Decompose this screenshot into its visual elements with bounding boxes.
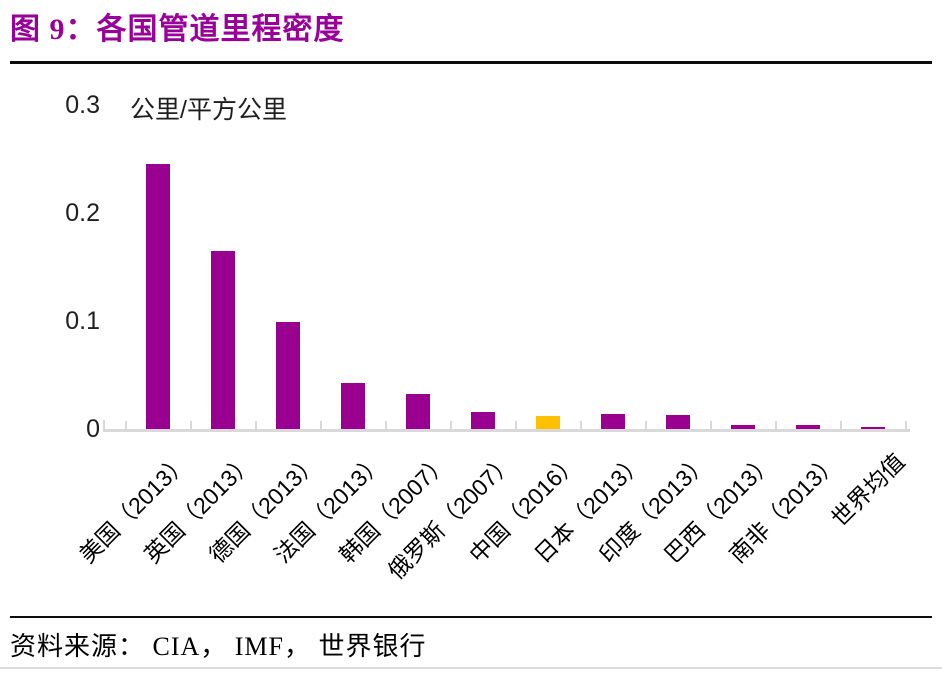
footer-divider — [10, 616, 932, 618]
y-axis-unit-label: 公里/平方公里 — [130, 96, 287, 124]
axis-tick — [450, 421, 452, 429]
axis-tick — [710, 421, 712, 429]
axis-tick — [515, 421, 517, 429]
bar — [665, 415, 690, 429]
axis-tick — [775, 421, 777, 429]
bottom-divider — [0, 667, 942, 669]
axis-tick — [103, 420, 105, 429]
y-axis-tick-label: 0.1 — [65, 307, 100, 335]
axis-tick — [905, 421, 907, 429]
axis-tick — [125, 421, 127, 429]
bar — [795, 425, 820, 429]
axis-tick — [385, 421, 387, 429]
bar — [405, 394, 430, 429]
bar — [535, 416, 560, 429]
bar — [600, 414, 625, 429]
title-divider — [10, 61, 932, 64]
bar — [340, 383, 365, 429]
y-axis-tick-label: 0.2 — [65, 199, 100, 227]
bar — [860, 427, 885, 429]
x-axis-line — [103, 429, 910, 432]
axis-tick — [255, 421, 257, 429]
bar — [730, 425, 755, 429]
axis-tick — [645, 421, 647, 429]
y-axis-tick-label: 0 — [86, 415, 100, 443]
bar — [210, 251, 235, 429]
y-axis-tick-label: 0.3 — [65, 91, 100, 119]
axis-tick — [840, 421, 842, 429]
axis-tick — [580, 421, 582, 429]
bar — [145, 164, 170, 429]
axis-tick — [320, 421, 322, 429]
source-line: 资料来源： CIA， IMF， 世界银行 — [10, 632, 427, 661]
bar — [470, 412, 495, 429]
bar — [275, 322, 300, 429]
figure-title: 图 9：各国管道里程密度 — [10, 13, 345, 46]
axis-tick — [190, 421, 192, 429]
